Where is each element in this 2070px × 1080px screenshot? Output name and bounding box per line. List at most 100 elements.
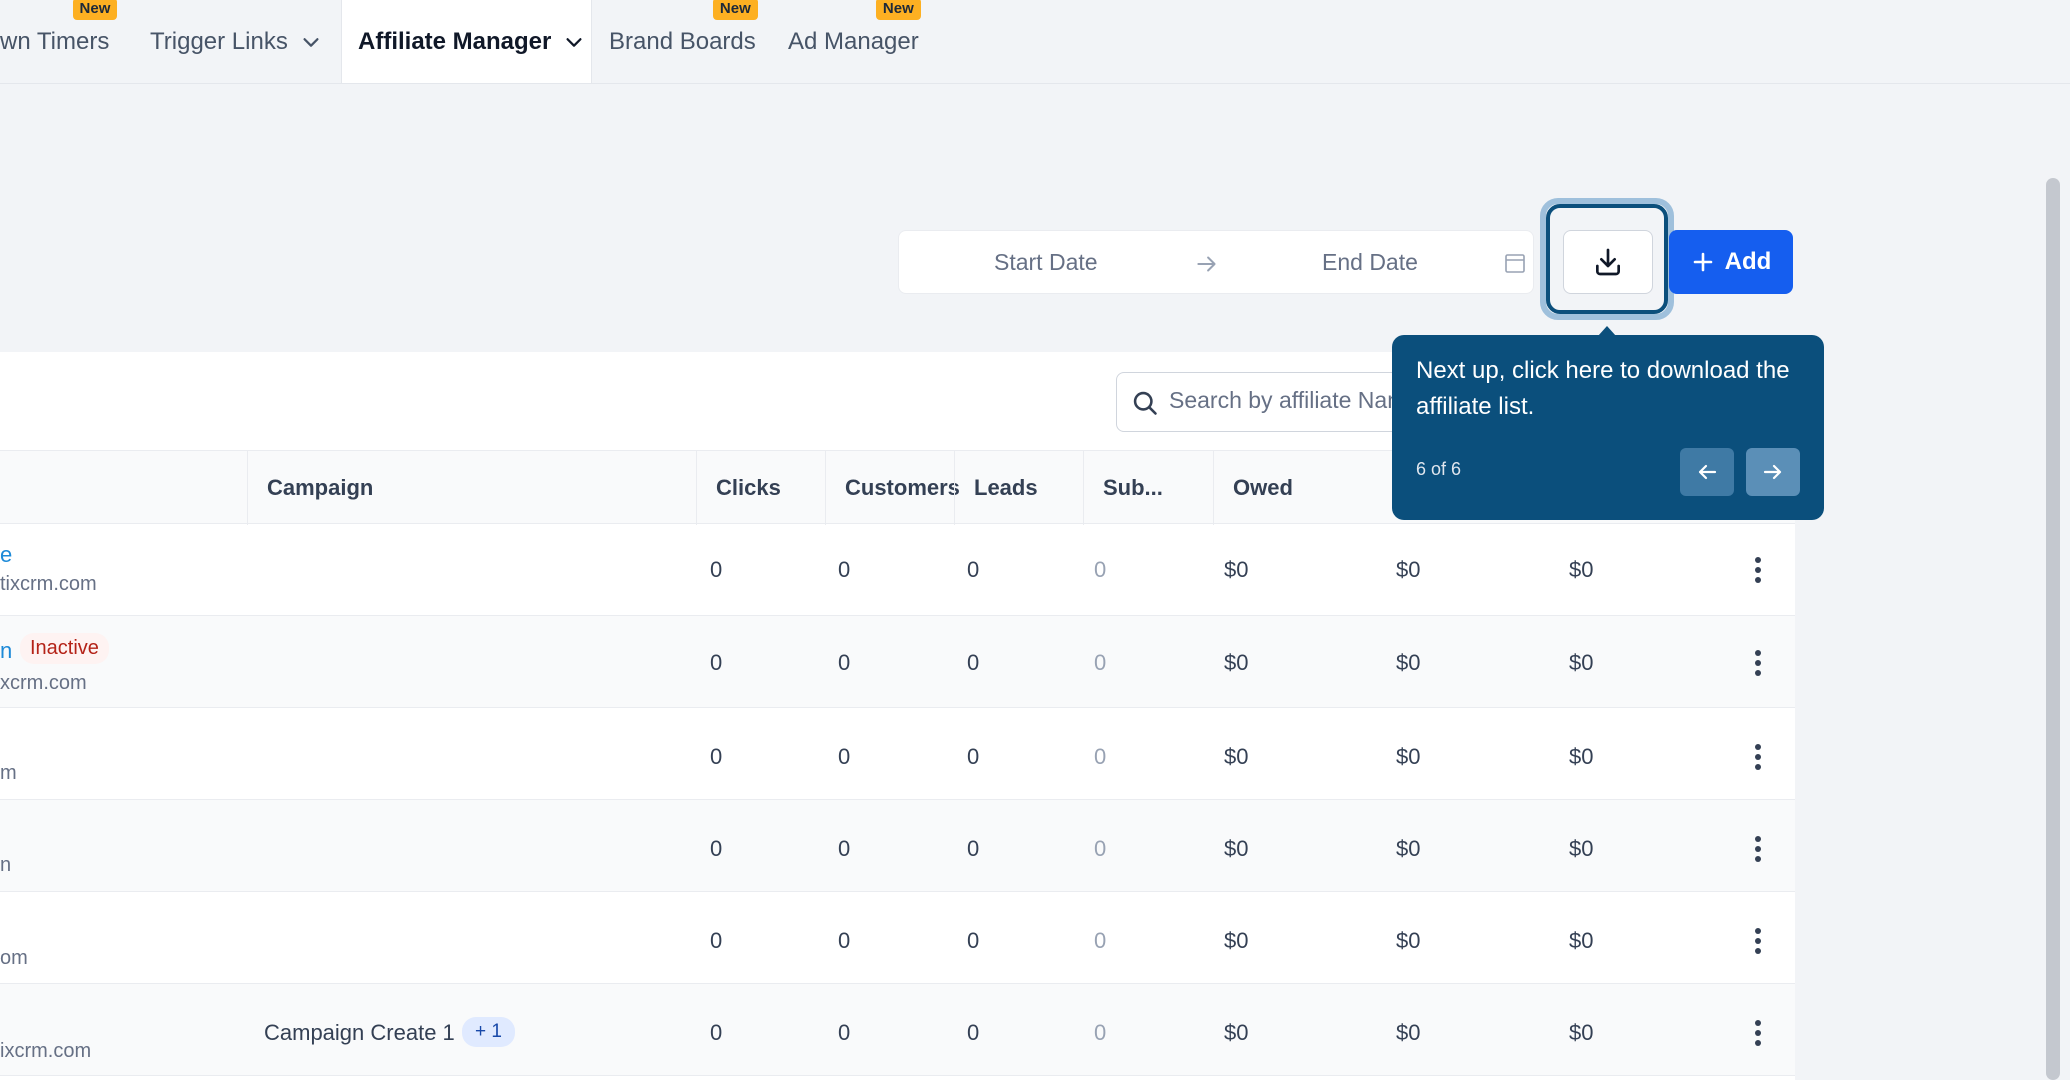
chevron-down-icon — [566, 37, 582, 47]
tooltip-text: Next up, click here to download the affi… — [1416, 357, 1790, 420]
affiliate-email: om — [0, 947, 28, 969]
tooltip-step-counter: 6 of 6 — [1416, 459, 1462, 479]
affiliate-name-link[interactable]: e — [0, 542, 13, 567]
sub-cell: 0 — [1094, 1020, 1107, 1045]
end-date-field[interactable]: End Date — [1322, 249, 1418, 275]
tab-label: Ad Manager — [788, 28, 919, 55]
sub-cell: 0 — [1094, 650, 1107, 675]
sub-cell: 0 — [1094, 744, 1107, 769]
amount-cell: $0 — [1396, 1020, 1421, 1045]
column-divider — [954, 451, 955, 525]
owed-cell: $0 — [1224, 557, 1249, 582]
kebab-menu-icon[interactable] — [1746, 555, 1770, 585]
amount-cell: $0 — [1396, 928, 1421, 953]
leads-cell: 0 — [967, 1020, 980, 1045]
tab-affiliate-manager[interactable]: Affiliate Manager — [341, 0, 592, 83]
col-owed[interactable]: Owed — [1233, 475, 1293, 500]
kebab-menu-icon[interactable] — [1746, 834, 1770, 864]
tab-brand-boards[interactable]: Brand Boards New — [609, 0, 758, 84]
calendar-icon — [1505, 254, 1525, 273]
onboarding-tooltip: Next up, click here to download the affi… — [1392, 326, 1824, 520]
kebab-menu-icon[interactable] — [1746, 742, 1770, 772]
tab-label: Affiliate Manager — [358, 27, 552, 55]
date-range-picker[interactable]: Start Date End Date — [898, 230, 1534, 294]
tab-ad-manager[interactable]: Ad Manager New — [788, 0, 921, 84]
amount-cell: $0 — [1569, 650, 1594, 675]
start-date-field[interactable]: Start Date — [994, 249, 1098, 275]
affiliate-table-panel: Campaign Clicks Customers Leads Sub... O… — [0, 352, 1795, 1080]
tab-label: wn Timers — [0, 28, 110, 55]
customers-cell: 0 — [838, 744, 851, 769]
tooltip-next-button[interactable] — [1746, 448, 1800, 496]
affiliate-email: ixcrm.com — [0, 1040, 92, 1062]
add-button[interactable]: Add — [1669, 230, 1793, 294]
arrow-left-icon — [1698, 464, 1717, 480]
arrow-right-icon — [1763, 464, 1782, 480]
sub-cell: 0 — [1094, 928, 1107, 953]
new-badge: New — [712, 0, 758, 20]
tab-label: Trigger Links — [150, 28, 288, 55]
amount-cell: $0 — [1569, 836, 1594, 861]
customers-cell: 0 — [838, 928, 851, 953]
kebab-menu-icon[interactable] — [1746, 1018, 1770, 1048]
amount-cell: $0 — [1569, 744, 1594, 769]
amount-cell: $0 — [1569, 1020, 1594, 1045]
table-row: m 0 0 0 0 $0 $0 $0 — [0, 708, 1795, 800]
add-label: Add — [1724, 248, 1772, 275]
leads-cell: 0 — [967, 650, 980, 675]
col-sub[interactable]: Sub... — [1103, 475, 1163, 500]
amount-cell: $0 — [1569, 557, 1594, 582]
table-row: Campaign Create 1 + 1 ixcrm.com 0 0 0 0 … — [0, 984, 1795, 1076]
clicks-cell: 0 — [710, 744, 723, 769]
column-divider — [696, 451, 697, 525]
table-row: n 0 0 0 0 $0 $0 $0 — [0, 800, 1795, 892]
leads-cell: 0 — [967, 557, 980, 582]
column-divider — [1083, 451, 1084, 525]
new-badge: New — [72, 0, 118, 20]
affiliate-email: tixcrm.com — [0, 573, 97, 595]
owed-cell: $0 — [1224, 928, 1249, 953]
plus-icon — [1693, 252, 1712, 272]
download-icon — [1596, 248, 1620, 276]
leads-cell: 0 — [967, 744, 980, 769]
col-campaign[interactable]: Campaign — [267, 475, 374, 500]
clicks-cell: 0 — [710, 836, 723, 861]
affiliate-email: n — [0, 854, 12, 876]
new-badge: New — [875, 0, 921, 20]
affiliate-email: m — [0, 762, 17, 784]
search-input-wrapper[interactable] — [1116, 372, 1416, 432]
column-divider — [1213, 451, 1214, 525]
download-button[interactable] — [1563, 230, 1653, 294]
table-row: n Inactive xcrm.com 0 0 0 0 $0 $0 $0 — [0, 616, 1795, 708]
affiliate-name-link[interactable]: n — [0, 638, 13, 663]
amount-cell: $0 — [1396, 557, 1421, 582]
search-input[interactable] — [1169, 387, 1415, 414]
amount-cell: $0 — [1569, 928, 1594, 953]
col-leads[interactable]: Leads — [974, 475, 1038, 500]
owed-cell: $0 — [1224, 744, 1249, 769]
sub-cell: 0 — [1094, 557, 1107, 582]
kebab-menu-icon[interactable] — [1746, 648, 1770, 678]
table-row: e tixcrm.com 0 0 0 0 $0 $0 $0 — [0, 524, 1795, 616]
owed-cell: $0 — [1224, 1020, 1249, 1045]
scrollbar-thumb[interactable] — [2046, 178, 2060, 1080]
col-clicks[interactable]: Clicks — [716, 475, 781, 500]
customers-cell: 0 — [838, 650, 851, 675]
col-customers[interactable]: Customers — [845, 475, 960, 500]
leads-cell: 0 — [967, 928, 980, 953]
tooltip-prev-button[interactable] — [1680, 448, 1734, 496]
amount-cell: $0 — [1396, 650, 1421, 675]
clicks-cell: 0 — [710, 1020, 723, 1045]
tab-trigger-links[interactable]: Trigger Links — [150, 0, 322, 84]
chevron-down-icon — [303, 38, 319, 47]
search-icon — [1133, 391, 1157, 415]
column-divider — [825, 451, 826, 525]
amount-cell: $0 — [1396, 836, 1421, 861]
kebab-menu-icon[interactable] — [1746, 926, 1770, 956]
tab-countdown-timers[interactable]: wn Timers New — [0, 0, 130, 84]
campaign-more-badge[interactable]: + 1 — [462, 1017, 515, 1047]
amount-cell: $0 — [1396, 744, 1421, 769]
owed-cell: $0 — [1224, 836, 1249, 861]
campaign-name: Campaign Create 1 — [264, 1020, 455, 1045]
customers-cell: 0 — [838, 836, 851, 861]
